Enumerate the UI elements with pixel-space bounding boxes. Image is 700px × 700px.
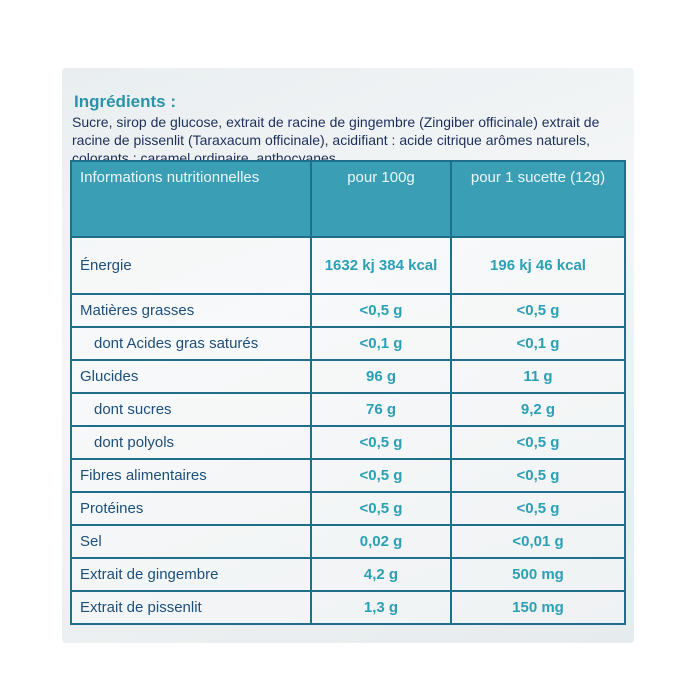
value-per-unit: <0,1 g [450, 326, 626, 361]
value-per-unit: <0,5 g [450, 458, 626, 493]
table-row: Fibres alimentaires <0,5 g <0,5 g [70, 458, 626, 493]
value-per-unit: 11 g [450, 359, 626, 394]
value-per-100g: 1,3 g [310, 590, 452, 625]
value-per-unit: <0,5 g [450, 293, 626, 328]
row-label: dont polyols [70, 425, 312, 460]
row-label: Glucides [70, 359, 312, 394]
value-per-unit: <0,5 g [450, 425, 626, 460]
value-per-100g: <0,5 g [310, 458, 452, 493]
row-label: dont Acides gras saturés [70, 326, 312, 361]
row-label: Fibres alimentaires [70, 458, 312, 493]
value-per-100g: <0,5 g [310, 293, 452, 328]
table-row: Extrait de gingembre 4,2 g 500 mg [70, 557, 626, 592]
row-label: Extrait de pissenlit [70, 590, 312, 625]
value-per-100g: 0,02 g [310, 524, 452, 559]
table-row: dont polyols <0,5 g <0,5 g [70, 425, 626, 460]
value-per-unit: <0,01 g [450, 524, 626, 559]
value-per-unit: 9,2 g [450, 392, 626, 427]
value-per-100g: 96 g [310, 359, 452, 394]
ingredients-title: Ingrédients : [74, 92, 177, 111]
row-label: Énergie [70, 236, 312, 295]
table-row: Protéines <0,5 g <0,5 g [70, 491, 626, 526]
value-per-100g: <0,1 g [310, 326, 452, 361]
value-per-100g: <0,5 g [310, 425, 452, 460]
nutrition-table: Informations nutritionnelles pour 100g p… [70, 160, 626, 625]
table-row: Sel 0,02 g <0,01 g [70, 524, 626, 559]
table-row: dont Acides gras saturés <0,1 g <0,1 g [70, 326, 626, 361]
value-per-100g: <0,5 g [310, 491, 452, 526]
value-per-100g: 76 g [310, 392, 452, 427]
value-per-unit: 500 mg [450, 557, 626, 592]
header-per-100g: pour 100g [310, 160, 452, 238]
row-label: Extrait de gingembre [70, 557, 312, 592]
value-per-100g: 4,2 g [310, 557, 452, 592]
row-label: dont sucres [70, 392, 312, 427]
value-per-unit: 196 kj 46 kcal [450, 236, 626, 295]
table-row: Énergie 1632 kj 384 kcal 196 kj 46 kcal [70, 236, 626, 295]
header-per-unit: pour 1 sucette (12g) [450, 160, 626, 238]
table-row: Matières grasses <0,5 g <0,5 g [70, 293, 626, 328]
table-row: Glucides 96 g 11 g [70, 359, 626, 394]
value-per-100g: 1632 kj 384 kcal [310, 236, 452, 295]
row-label: Protéines [70, 491, 312, 526]
value-per-unit: <0,5 g [450, 491, 626, 526]
row-label: Sel [70, 524, 312, 559]
ingredients-text: Sucre, sirop de glucose, extrait de raci… [72, 114, 600, 166]
table-row: Extrait de pissenlit 1,3 g 150 mg [70, 590, 626, 625]
header-nutrition: Informations nutritionnelles [70, 160, 312, 238]
value-per-unit: 150 mg [450, 590, 626, 625]
table-row: dont sucres 76 g 9,2 g [70, 392, 626, 427]
row-label: Matières grasses [70, 293, 312, 328]
